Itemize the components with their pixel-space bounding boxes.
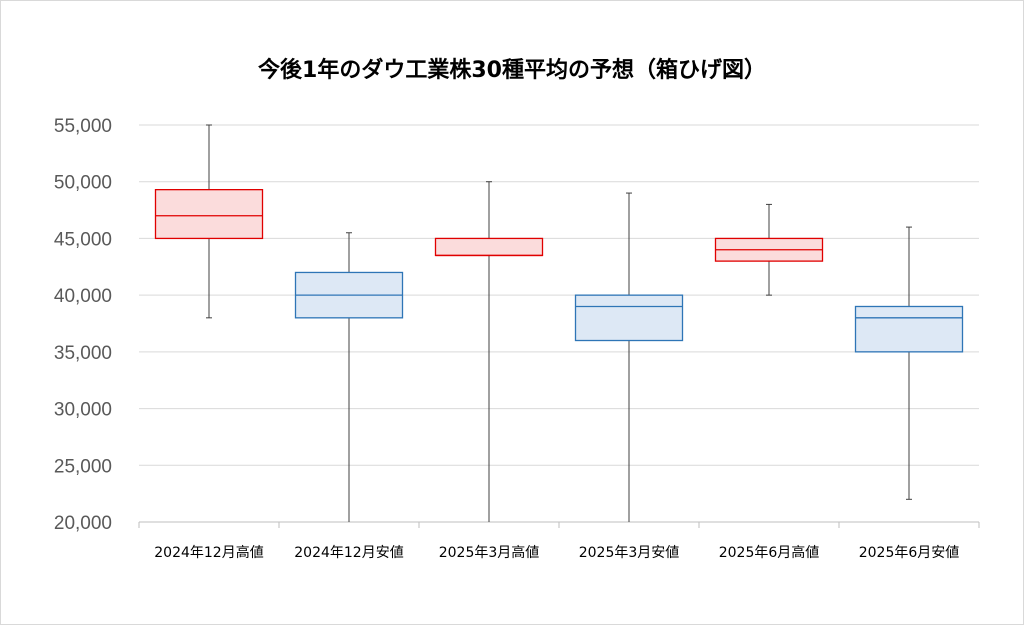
y-tick-label: 40,000 [54, 286, 112, 307]
chart-title: 今後1年のダウ工業株30種平均の予想（箱ひげ図） [258, 58, 766, 83]
x-category-label: 2025年6月安値 [859, 545, 960, 561]
box [574, 294, 684, 342]
x-category-label: 2025年3月安値 [579, 545, 680, 561]
x-category-label: 2025年3月高値 [439, 544, 540, 561]
x-category-label: 2025年6月高値 [719, 544, 820, 561]
y-tick-label: 50,000 [54, 173, 112, 194]
y-tick-label: 20,000 [54, 513, 112, 534]
x-category-label: 2024年12月安値 [294, 545, 403, 561]
y-tick-label: 35,000 [54, 343, 112, 364]
y-tick-label: 55,000 [54, 116, 112, 137]
box [854, 305, 964, 353]
y-tick-label: 25,000 [54, 456, 112, 477]
x-category-label: 2024年12月高値 [154, 544, 263, 561]
box [434, 237, 544, 257]
y-tick-label: 45,000 [54, 229, 112, 250]
box [154, 189, 264, 240]
y-tick-label: 30,000 [54, 400, 112, 421]
